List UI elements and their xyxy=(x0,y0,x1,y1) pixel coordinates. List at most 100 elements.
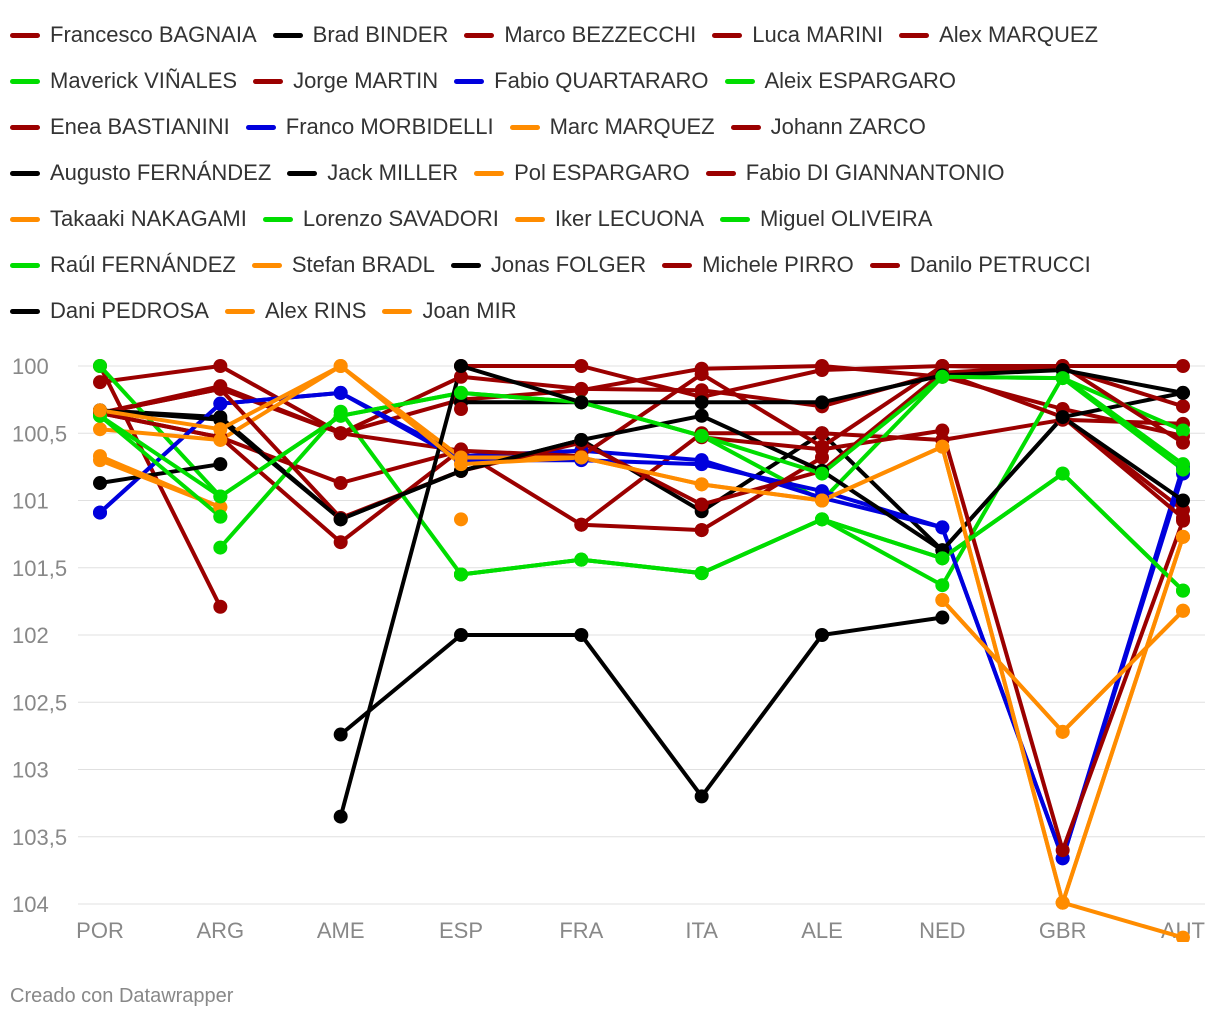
y-tick-label: 100,5 xyxy=(12,421,67,446)
x-tick-label: POR xyxy=(76,918,124,943)
legend-item: Pol ESPARGARO xyxy=(474,160,690,186)
legend-item: Jorge MARTIN xyxy=(253,68,438,94)
series-line xyxy=(98,408,1185,553)
legend-swatch xyxy=(224,308,255,314)
legend-label: Dani PEDROSA xyxy=(50,298,209,323)
y-tick-label: 103 xyxy=(12,758,49,783)
x-tick-label: ALE xyxy=(801,918,843,943)
legend-swatch xyxy=(899,32,930,38)
legend-item: Dani PEDROSA xyxy=(10,298,209,324)
legend-swatch xyxy=(253,78,284,84)
legend-swatch xyxy=(287,170,318,176)
data-point xyxy=(1055,410,1070,425)
legend-label: Lorenzo SAVADORI xyxy=(302,206,499,231)
legend-item: Jack MILLER xyxy=(287,160,458,186)
data-point xyxy=(574,432,589,447)
legend-label: Joan MIR xyxy=(422,298,517,323)
data-point xyxy=(815,628,829,642)
data-point xyxy=(1055,371,1070,386)
y-tick-label: 102 xyxy=(12,623,49,648)
data-point xyxy=(93,505,107,520)
legend-row: Enea BASTIANINI Franco MORBIDELLI Marc MAR… xyxy=(10,104,1210,150)
x-tick-label: ESP xyxy=(439,918,483,943)
data-point xyxy=(93,476,107,491)
data-point xyxy=(213,540,228,555)
series-lines xyxy=(98,364,1185,940)
y-tick-label: 104 xyxy=(12,892,49,917)
data-point xyxy=(213,422,228,437)
x-tick-label: AME xyxy=(317,918,365,943)
legend-swatch xyxy=(724,78,755,84)
data-point xyxy=(574,395,589,410)
data-point xyxy=(815,363,829,378)
legend-item: Johann ZARCO xyxy=(730,114,926,140)
data-point xyxy=(1176,583,1190,598)
legend-label: Fabio QUARTARARO xyxy=(494,68,709,93)
legend-swatch xyxy=(10,32,40,38)
legend-item: Alex RINS xyxy=(224,298,367,324)
y-tick-label: 101 xyxy=(12,489,49,514)
data-point xyxy=(454,359,468,373)
legend-label: Alex MARQUEZ xyxy=(939,22,1099,47)
legend-swatch xyxy=(474,170,505,176)
legend-item: Maverick VIÑALES xyxy=(10,68,237,94)
legend-swatch xyxy=(720,216,751,222)
data-point xyxy=(1176,385,1190,400)
data-point xyxy=(333,359,348,373)
data-point xyxy=(333,512,348,527)
legend-item: Enea BASTIANINI xyxy=(10,114,230,140)
legend-item: Takaaki NAKAGAMI xyxy=(10,206,247,232)
legend-label: Alex RINS xyxy=(264,298,367,323)
legend-swatch xyxy=(10,78,40,84)
data-point xyxy=(1055,843,1070,858)
legend-label: Jack MILLER xyxy=(327,160,459,185)
data-point xyxy=(454,385,468,400)
legend-label: Jorge MARTIN xyxy=(293,68,439,93)
series-line xyxy=(98,413,1185,593)
series-line xyxy=(98,364,1185,905)
data-point xyxy=(694,428,709,443)
legend-swatch xyxy=(705,170,736,176)
data-point xyxy=(815,493,829,508)
legend-label: Aleix ESPARGARO xyxy=(764,68,957,93)
data-point xyxy=(454,369,468,384)
legend-item: Marco BEZZECCHI xyxy=(464,22,696,48)
legend-label: Francesco BAGNAIA xyxy=(50,22,257,47)
data-point xyxy=(694,789,709,804)
legend-label: Brad BINDER xyxy=(312,22,449,47)
y-tick-label: 102,5 xyxy=(12,690,67,715)
data-point xyxy=(454,567,468,582)
legend-row: Raúl FERNÁNDEZ Stefan BRADL Jonas FOLGER Mi… xyxy=(10,242,1210,288)
legend-label: Enea BASTIANINI xyxy=(50,114,230,139)
data-point xyxy=(1176,529,1190,544)
legend-swatch xyxy=(10,124,40,130)
data-point xyxy=(1055,895,1070,910)
data-point xyxy=(815,512,829,527)
data-point xyxy=(1176,603,1190,618)
data-point xyxy=(1176,435,1190,450)
legend-label: Fabio DI GIANNANTONIO xyxy=(745,160,1005,185)
legend-swatch xyxy=(251,262,282,268)
series-points xyxy=(93,359,1190,942)
data-point xyxy=(694,497,709,512)
legend-label: Pol ESPARGARO xyxy=(514,160,690,185)
data-point xyxy=(213,457,228,472)
data-point xyxy=(333,535,348,550)
data-point xyxy=(694,457,709,472)
legend-row: Dani PEDROSA Alex RINS Joan MIR xyxy=(10,288,1210,334)
x-tick-label: NED xyxy=(919,918,965,943)
data-point xyxy=(1055,724,1070,739)
legend-item: Jonas FOLGER xyxy=(450,252,646,278)
data-point xyxy=(333,385,348,400)
data-point xyxy=(574,517,589,532)
data-point xyxy=(1176,359,1190,373)
legend-item: Stefan BRADL xyxy=(251,252,435,278)
legend-item: Fabio DI GIANNANTONIO xyxy=(705,160,1005,186)
series-line xyxy=(98,374,1185,499)
data-point xyxy=(333,809,348,824)
data-point xyxy=(574,359,589,373)
data-point xyxy=(333,727,348,742)
series-line xyxy=(579,522,704,533)
y-tick-label: 100 xyxy=(12,354,49,379)
legend-label: Stefan BRADL xyxy=(291,252,435,277)
